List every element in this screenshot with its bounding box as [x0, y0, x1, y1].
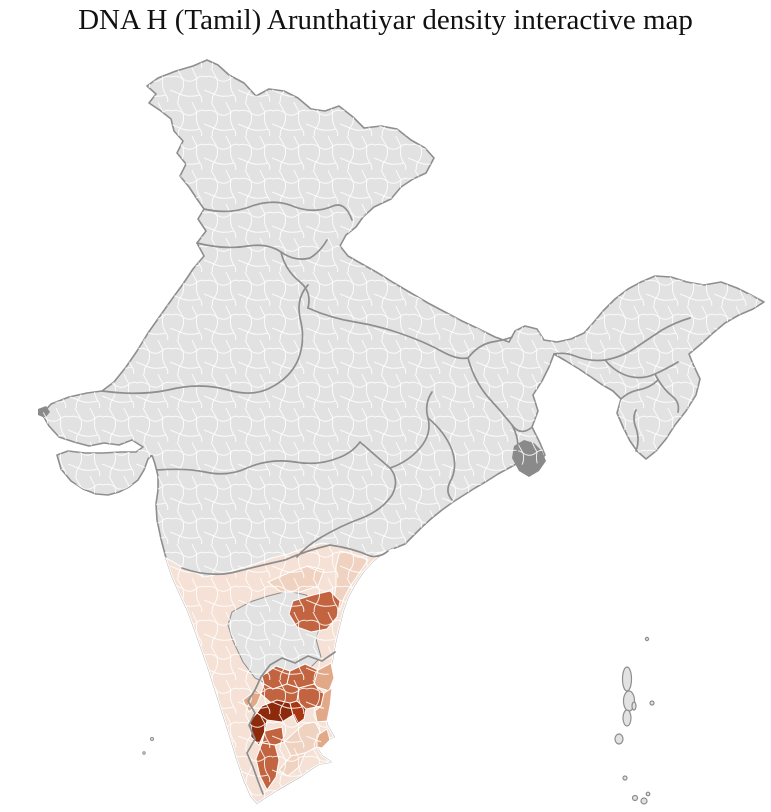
- district-boundary-mesh: [42, 60, 764, 803]
- page-title: DNA H (Tamil) Arunthatiyar density inter…: [78, 4, 693, 36]
- andaman-nicobar-islands[interactable]: [614, 636, 655, 805]
- state-borders: [101, 201, 691, 795]
- lakshadweep-islands[interactable]: [142, 737, 154, 755]
